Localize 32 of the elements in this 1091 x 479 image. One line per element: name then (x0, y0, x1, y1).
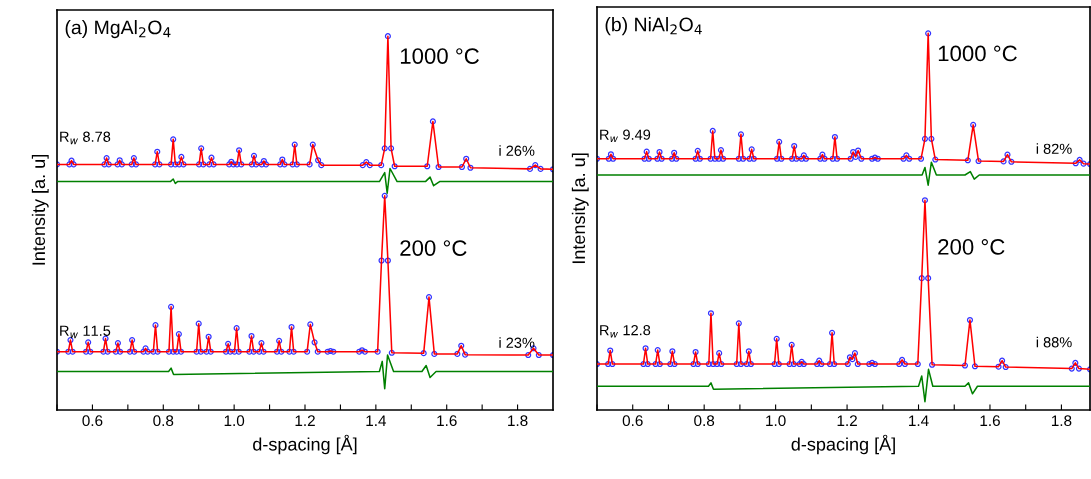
x-tick-label: 1.6 (980, 415, 1000, 427)
annotation: 200 °C (938, 239, 1005, 255)
annotation: R$_{w}$ 11.5 (60, 325, 111, 339)
x-tick-label: 1.2 (295, 415, 315, 426)
x-tick-label: 1.8 (1051, 415, 1072, 427)
chart-title: (b) NiAl$_{2}$O$_{4}$ (605, 17, 702, 36)
x-axis-title: d-spacing [Å] (253, 434, 357, 455)
annotation: R$_{w}$ 12.8 (600, 324, 651, 338)
annotation: i 88% (1036, 336, 1072, 348)
x-tick-label: 1.4 (909, 415, 929, 426)
x-tick-label: 0.8 (694, 415, 715, 427)
y-axis-title: Intensity [a. u] (571, 153, 589, 264)
x-tick-label: 0.8 (153, 415, 174, 427)
annotation: R$_{w}$ 9.49 (600, 129, 651, 143)
x-tick-label: 0.6 (622, 415, 643, 427)
x-tick-label: 1.0 (224, 415, 245, 427)
annotation: 200 °C (400, 240, 467, 256)
annotation: 1000 °C (400, 48, 479, 64)
annotation: R$_{w}$ 8.78 (60, 131, 111, 145)
x-tick-label: 1.6 (437, 415, 457, 427)
x-tick-label: 1.4 (366, 415, 387, 426)
annotation: i 26% (499, 145, 535, 156)
annotation: i 82% (1036, 143, 1072, 154)
annotation: 1000 °C (938, 45, 1017, 62)
x-tick-label: 1.0 (766, 415, 786, 427)
x-tick-label: 1.8 (508, 415, 528, 427)
x-tick-label: 0.6 (82, 415, 103, 427)
x-axis-title: d-spacing [Å] (791, 434, 895, 455)
x-tick-label: 1.2 (837, 415, 857, 426)
y-axis-title: Intensity [a. u] (31, 155, 49, 265)
annotation: i 23% (499, 337, 535, 348)
chart-title: (a) MgAl$_{2}$O$_{4}$ (65, 20, 171, 39)
